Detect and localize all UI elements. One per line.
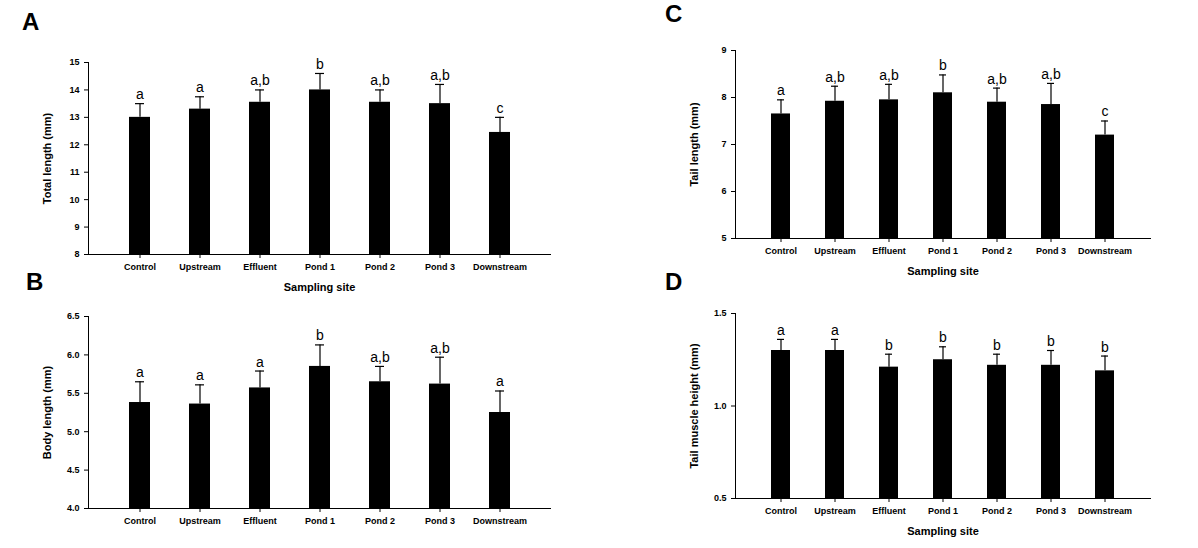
svg-text:Upstream: Upstream: [179, 262, 221, 272]
svg-text:b: b: [885, 337, 893, 353]
svg-text:b: b: [993, 337, 1001, 353]
svg-text:a,b: a,b: [250, 72, 270, 88]
svg-text:a: a: [256, 354, 264, 370]
svg-text:Total length (mm): Total length (mm): [41, 112, 53, 204]
svg-text:b: b: [1047, 333, 1055, 349]
svg-text:Pond 2: Pond 2: [365, 516, 395, 526]
svg-text:a,b: a,b: [1041, 66, 1061, 82]
svg-text:Tail length (mm): Tail length (mm): [688, 102, 700, 186]
svg-text:b: b: [939, 57, 947, 73]
svg-text:a: a: [196, 79, 204, 95]
svg-text:a: a: [777, 322, 785, 338]
svg-text:Sampling site: Sampling site: [907, 265, 979, 277]
svg-text:a,b: a,b: [430, 340, 450, 356]
html-text:A: A: [22, 8, 40, 35]
svg-text:Pond 2: Pond 2: [365, 262, 395, 272]
svg-text:Control: Control: [124, 262, 156, 272]
svg-text:Pond 3: Pond 3: [1036, 506, 1066, 516]
svg-text:8: 8: [74, 249, 79, 259]
svg-text:Downstream: Downstream: [1078, 506, 1132, 516]
svg-text:10: 10: [69, 195, 79, 205]
html-text:C: C: [665, 0, 683, 27]
svg-text:a: a: [136, 364, 144, 380]
svg-text:Pond 3: Pond 3: [425, 262, 455, 272]
svg-text:c: c: [497, 100, 504, 116]
svg-text:Pond 1: Pond 1: [928, 246, 958, 256]
svg-text:b: b: [316, 56, 324, 72]
svg-text:4.0: 4.0: [67, 503, 80, 513]
svg-text:Sampling site: Sampling site: [284, 281, 356, 293]
svg-text:1.0: 1.0: [714, 401, 727, 411]
svg-text:c: c: [1102, 103, 1109, 119]
svg-text:6.5: 6.5: [67, 311, 80, 321]
svg-text:Effluent: Effluent: [243, 516, 277, 526]
svg-text:6: 6: [721, 186, 726, 196]
svg-text:7: 7: [721, 139, 726, 149]
svg-text:Tail muscle height (mm): Tail muscle height (mm): [688, 343, 700, 468]
svg-text:a,b: a,b: [430, 67, 450, 83]
svg-text:Upstream: Upstream: [814, 246, 856, 256]
svg-text:Downstream: Downstream: [473, 262, 527, 272]
svg-text:Effluent: Effluent: [872, 506, 906, 516]
svg-text:Sampling site: Sampling site: [907, 525, 979, 537]
svg-text:Pond 2: Pond 2: [982, 246, 1012, 256]
svg-text:6.0: 6.0: [67, 350, 80, 360]
svg-text:a,b: a,b: [825, 69, 845, 85]
svg-text:12: 12: [69, 140, 79, 150]
svg-text:5.5: 5.5: [67, 388, 80, 398]
svg-text:a: a: [136, 86, 144, 102]
svg-text:13: 13: [69, 112, 79, 122]
svg-text:a,b: a,b: [370, 72, 390, 88]
svg-text:Upstream: Upstream: [179, 516, 221, 526]
svg-text:a: a: [777, 82, 785, 98]
svg-text:11: 11: [70, 167, 80, 177]
svg-text:Pond 1: Pond 1: [928, 506, 958, 516]
svg-text:14: 14: [69, 85, 79, 95]
svg-text:8: 8: [721, 92, 726, 102]
svg-text:a: a: [496, 373, 504, 389]
svg-text:0.5: 0.5: [714, 493, 727, 503]
svg-text:b: b: [316, 327, 324, 343]
svg-text:a,b: a,b: [987, 71, 1007, 87]
svg-text:5: 5: [721, 233, 726, 243]
svg-text:a,b: a,b: [370, 349, 390, 365]
svg-text:Pond 3: Pond 3: [425, 516, 455, 526]
html-text:B: B: [26, 268, 44, 295]
svg-text:Control: Control: [124, 516, 156, 526]
svg-text:Downstream: Downstream: [1078, 246, 1132, 256]
svg-text:b: b: [1101, 339, 1109, 355]
svg-text:a,b: a,b: [879, 67, 899, 83]
svg-text:Pond 2: Pond 2: [982, 506, 1012, 516]
svg-text:Upstream: Upstream: [814, 506, 856, 516]
svg-text:1.5: 1.5: [714, 308, 727, 318]
svg-text:5.0: 5.0: [67, 427, 80, 437]
svg-text:a: a: [831, 322, 839, 338]
svg-text:Pond 1: Pond 1: [305, 516, 335, 526]
svg-text:b: b: [939, 329, 947, 345]
svg-text:Downstream: Downstream: [473, 516, 527, 526]
svg-text:15: 15: [69, 57, 79, 67]
svg-text:Pond 3: Pond 3: [1036, 246, 1066, 256]
svg-text:9: 9: [721, 45, 726, 55]
svg-text:4.5: 4.5: [67, 465, 80, 475]
svg-text:Effluent: Effluent: [872, 246, 906, 256]
svg-text:Control: Control: [765, 506, 797, 516]
svg-text:Effluent: Effluent: [243, 262, 277, 272]
svg-text:Control: Control: [765, 246, 797, 256]
html-text:D: D: [665, 268, 683, 295]
svg-text:9: 9: [74, 222, 79, 232]
svg-text:Pond 1: Pond 1: [305, 262, 335, 272]
svg-text:Body length (mm): Body length (mm): [41, 365, 53, 459]
svg-text:a: a: [196, 367, 204, 383]
